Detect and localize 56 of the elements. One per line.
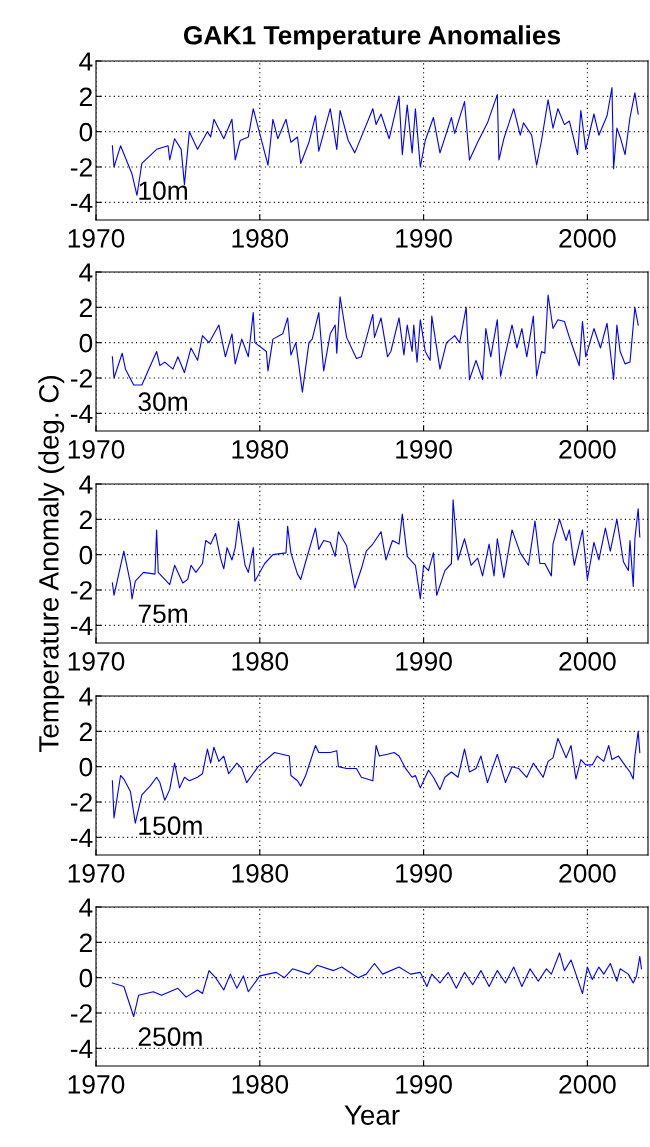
x-axis-title: Year [344, 1105, 400, 1125]
y-tick-label: -2 [70, 581, 92, 600]
line-series [111, 499, 641, 600]
line-series [111, 294, 639, 393]
x-tick-label: 1970 [68, 652, 125, 671]
y-tick-label: 2 [79, 298, 92, 317]
x-tick-label: 2000 [559, 440, 616, 459]
x-tick-label: 1990 [396, 229, 452, 248]
y-tick-label: 0 [79, 122, 93, 142]
y-tick-label: -2 [70, 369, 92, 388]
x-tick-label: 1990 [396, 864, 452, 883]
y-tick-label: -4 [70, 616, 93, 635]
y-tick-label: 2 [79, 87, 92, 106]
chart-title: GAK1 Temperature Anomalies [183, 25, 561, 50]
series-label: 10m [139, 181, 187, 201]
y-tick-label: 2 [79, 933, 92, 952]
x-tick-label: 1980 [232, 229, 289, 248]
x-tick-label: 1980 [232, 652, 289, 671]
x-tick-label: 1970 [68, 440, 125, 459]
y-tick-label: -2 [70, 158, 92, 177]
y-tick-label: 2 [79, 510, 92, 529]
series-label: 150m [139, 816, 202, 836]
y-tick-label: 4 [79, 898, 93, 917]
series-label: 30m [138, 392, 187, 412]
x-tick-label: 1990 [396, 440, 452, 459]
x-tick-label: 1970 [68, 229, 125, 248]
y-tick-label: -4 [70, 1039, 93, 1058]
y-tick-label: -4 [70, 404, 93, 423]
x-tick-label: 2000 [559, 652, 616, 671]
x-tick-label: 1980 [232, 864, 289, 883]
y-tick-label: 2 [79, 722, 92, 741]
y-tick-label: 0 [79, 757, 93, 777]
x-tick-label: 2000 [559, 1075, 616, 1094]
y-tick-label: 0 [79, 545, 93, 565]
x-tick-label: 1980 [232, 440, 289, 459]
series-label: 250m [138, 1027, 202, 1047]
y-tick-label: -2 [70, 793, 92, 812]
x-tick-label: 2000 [559, 864, 616, 883]
x-tick-label: 2000 [559, 229, 616, 248]
line-series [111, 952, 643, 1018]
y-tick-label: 0 [79, 333, 93, 353]
y-tick-label: -2 [70, 1004, 92, 1023]
y-tick-label: 4 [79, 475, 93, 494]
y-tick-label: 4 [79, 52, 93, 71]
x-tick-label: 1970 [68, 864, 125, 883]
x-tick-label: 1990 [396, 1075, 452, 1094]
y-tick-label: 4 [79, 687, 93, 706]
x-tick-label: 1980 [232, 1075, 289, 1094]
y-tick-label: -4 [70, 193, 93, 212]
series-label: 75m [138, 604, 187, 624]
y-axis-title: Temperature Anomaly (deg. C) [38, 376, 65, 752]
x-tick-label: 1970 [68, 1075, 125, 1094]
y-tick-label: -4 [70, 828, 93, 847]
y-tick-label: 0 [79, 968, 93, 988]
y-tick-label: 4 [79, 263, 93, 282]
x-tick-label: 1990 [396, 652, 452, 671]
